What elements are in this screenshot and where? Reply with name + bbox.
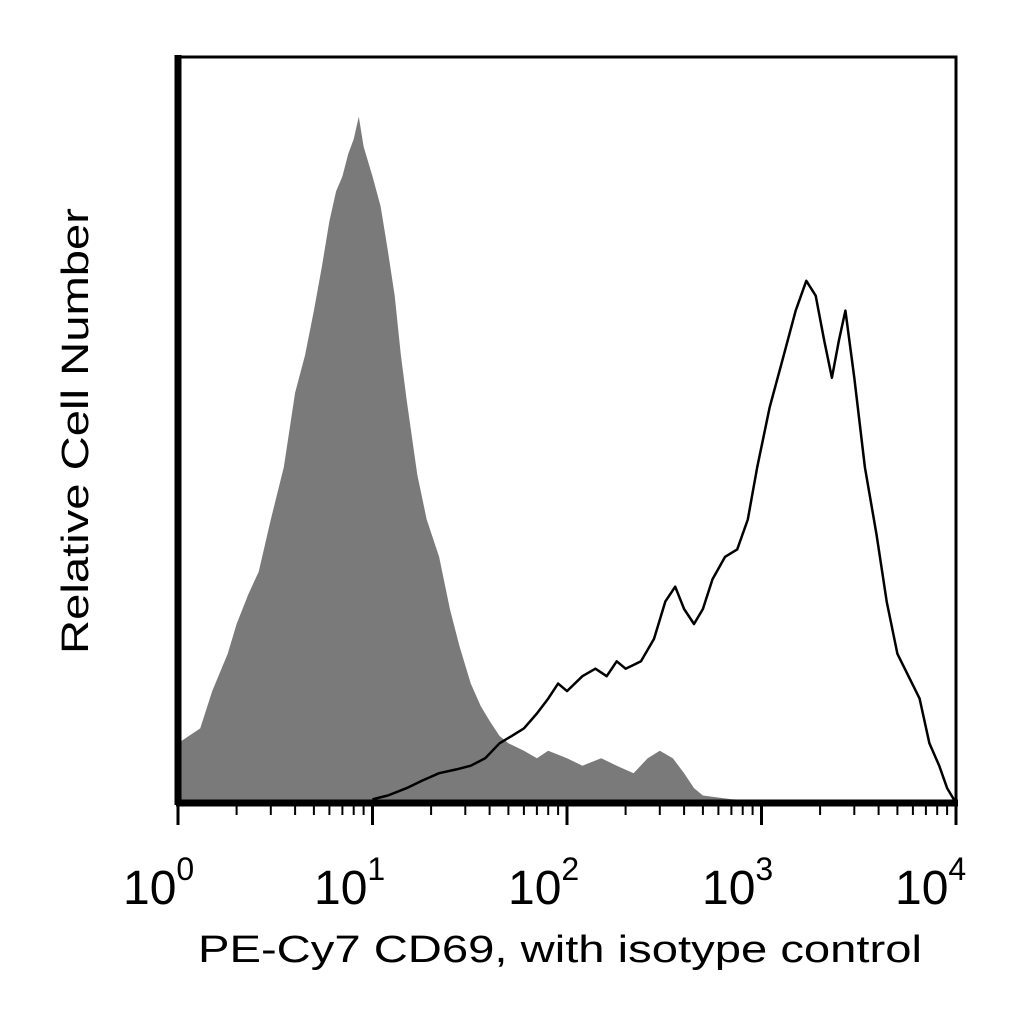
isotype-control-histogram bbox=[178, 116, 956, 803]
plot-area bbox=[174, 55, 958, 825]
x-tick-label: 103 bbox=[702, 851, 773, 915]
x-tick-label: 101 bbox=[314, 851, 385, 915]
cd69-histogram-line bbox=[372, 279, 958, 804]
x-tick-label: 102 bbox=[508, 851, 579, 915]
y-axis-title: Relative Cell Number bbox=[55, 208, 97, 654]
x-axis-title: PE-Cy7 CD69, with isotype control bbox=[198, 929, 922, 971]
x-tick-label: 100 bbox=[123, 851, 194, 915]
x-tick-label: 104 bbox=[895, 851, 966, 915]
x-tick-labels: 100 101 102 103 104 bbox=[123, 851, 966, 915]
